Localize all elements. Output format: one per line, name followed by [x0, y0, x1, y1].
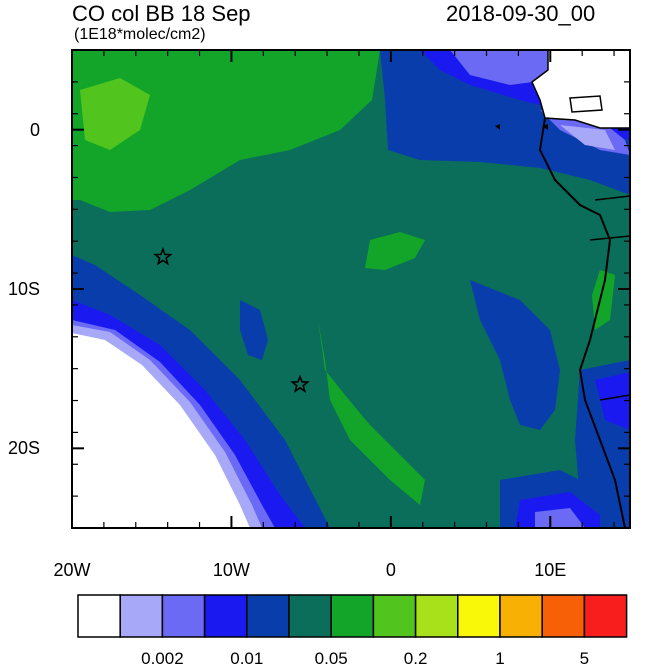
- star-marker: [290, 374, 310, 393]
- x-tick-label: 10W: [212, 560, 250, 580]
- colorbar-label: 0.002: [141, 649, 184, 668]
- colorbar-label: 0.05: [314, 649, 348, 668]
- x-tick-label: 20W: [53, 560, 91, 580]
- colorbar-box: [457, 594, 501, 638]
- colorbar-box: [288, 594, 332, 638]
- x-tick-label: 0: [385, 560, 396, 580]
- colorbar-label: 1: [495, 649, 505, 668]
- axis-ticks: [71, 49, 630, 529]
- timestamp-label: 2018-09-30_00: [446, 1, 596, 26]
- colorbar-box: [330, 594, 375, 638]
- colorbar-box: [246, 594, 290, 638]
- colorbar-box: [77, 594, 121, 638]
- x-tick-label: 10E: [534, 560, 567, 580]
- co-field: [72, 50, 630, 528]
- colorbar-box: [583, 594, 628, 638]
- colorbar-label: 0.2: [403, 649, 428, 668]
- colorbar-box: [372, 594, 417, 638]
- colorbar-box: [541, 594, 586, 638]
- star-marker: [153, 246, 173, 266]
- colorbar-label: 5: [579, 649, 590, 668]
- colorbar-box: [499, 594, 543, 638]
- colorbar-box: [119, 594, 164, 638]
- colorbar-box: [161, 594, 206, 638]
- y-tick-label: 10S: [7, 279, 40, 299]
- y-tick-label: 20S: [7, 438, 40, 459]
- colorbar-label: 0.01: [230, 649, 264, 668]
- map-title: CO col BB 18 Sep: [72, 1, 251, 26]
- site-markers: [153, 246, 310, 393]
- colorbar: [77, 594, 628, 638]
- units-label: (1E18*molec/cm2): [74, 26, 206, 43]
- colorbar-box: [203, 594, 248, 638]
- y-tick-label: 0: [29, 119, 40, 140]
- colorbar-box: [414, 594, 459, 638]
